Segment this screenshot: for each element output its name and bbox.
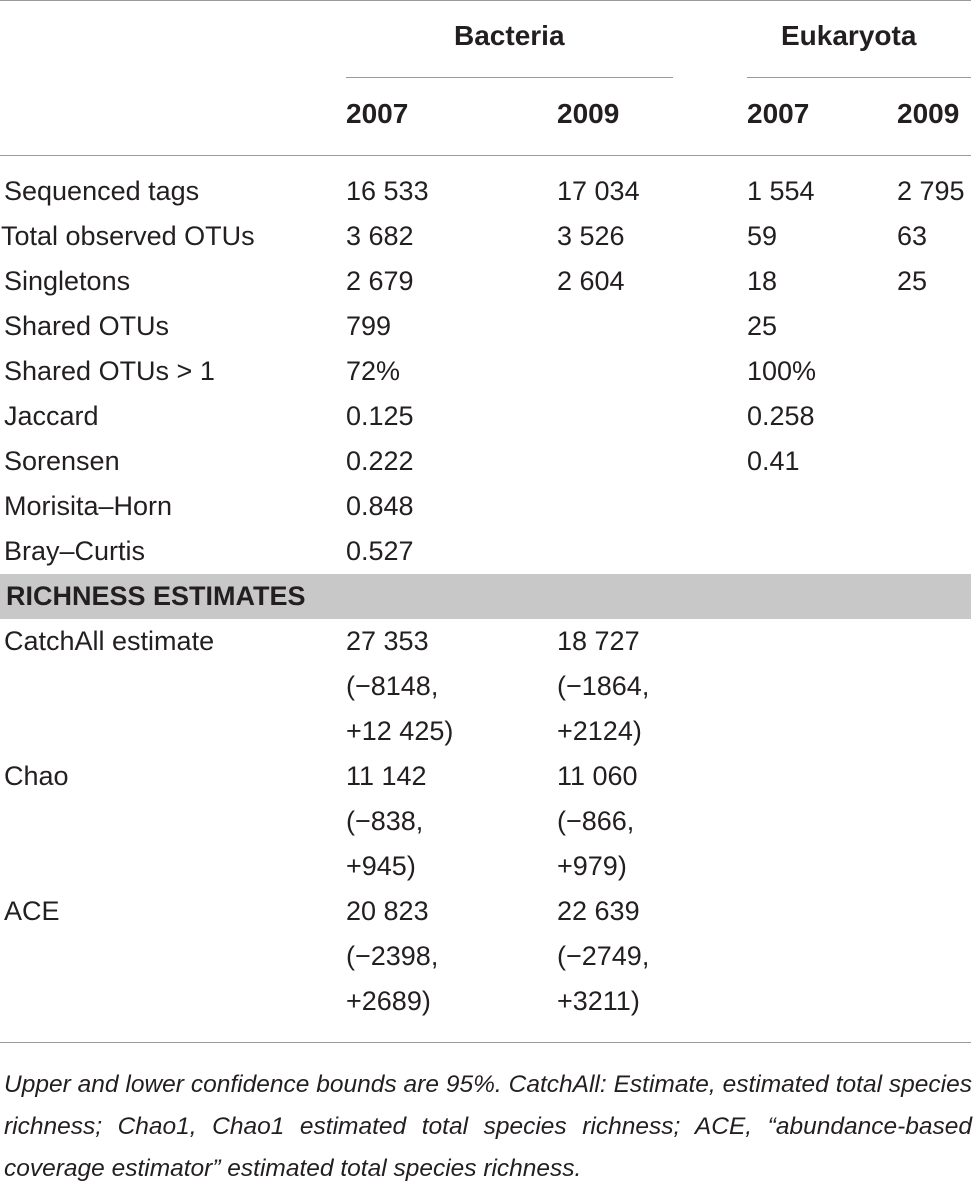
cell-eukaryota-2009: 25 xyxy=(897,266,928,296)
cell-bacteria-2009: 17 034 xyxy=(557,176,640,206)
cell-eukaryota-2009: 63 xyxy=(897,221,928,251)
group-header-eukaryota: Eukaryota xyxy=(781,20,917,51)
estimate-upper-bound: +3211) xyxy=(557,986,640,1016)
estimate-upper-bound: +2689) xyxy=(346,986,431,1016)
estimate-lower-bound: (−2398, xyxy=(346,941,439,971)
estimate-upper-bound: +2124) xyxy=(557,716,642,746)
cell-eukaryota-2007: 100% xyxy=(747,356,817,386)
section-band xyxy=(0,574,971,619)
year-header-bacteria-2009: 2009 xyxy=(557,98,620,129)
estimate-lower-bound: (−838, xyxy=(346,806,424,836)
cell-bacteria-2007: 0.125 xyxy=(346,401,414,431)
estimate-lower-bound: (−8148, xyxy=(346,671,439,701)
table-bottom-rule xyxy=(0,1042,971,1043)
cell-bacteria-2007: 0.222 xyxy=(346,446,414,476)
cell-eukaryota-2007: 0.258 xyxy=(747,401,815,431)
cell-bacteria-2009: 2 604 xyxy=(557,266,625,296)
top-rule xyxy=(0,0,971,1)
estimate-value: 18 727 xyxy=(557,626,640,656)
eukaryota-group-rule xyxy=(747,77,971,78)
group-header-bacteria: Bacteria xyxy=(454,20,565,51)
cell-eukaryota-2007: 18 xyxy=(747,266,778,296)
row-label: Shared OTUs > 1 xyxy=(4,356,215,386)
cell-eukaryota-2009: 2 795 xyxy=(897,176,965,206)
estimate-value: 11 060 xyxy=(557,761,638,791)
header-bottom-rule xyxy=(0,155,971,156)
row-label: Singletons xyxy=(4,266,131,296)
row-label: Chao xyxy=(4,761,69,791)
estimate-lower-bound: (−2749, xyxy=(557,941,650,971)
row-label: CatchAll estimate xyxy=(4,626,215,656)
row-label: Bray–Curtis xyxy=(4,536,146,566)
row-label: ACE xyxy=(4,896,60,926)
bacteria-group-rule xyxy=(346,77,673,78)
section-title: RICHNESS ESTIMATES xyxy=(6,581,306,611)
row-label: Shared OTUs xyxy=(4,311,170,341)
cell-bacteria-2007: 0.527 xyxy=(346,536,414,566)
cell-bacteria-2007: 0.848 xyxy=(346,491,414,521)
cell-eukaryota-2007: 1 554 xyxy=(747,176,815,206)
estimate-value: 22 639 xyxy=(557,896,640,926)
estimate-lower-bound: (−866, xyxy=(557,806,635,836)
estimate-upper-bound: +979) xyxy=(557,851,627,881)
year-header-eukaryota-2007: 2007 xyxy=(747,98,810,129)
cell-eukaryota-2007: 25 xyxy=(747,311,778,341)
table-footnote: Upper and lower confidence bounds are 95… xyxy=(4,1071,972,1182)
cell-bacteria-2007: 3 682 xyxy=(346,221,414,251)
cell-bacteria-2007: 16 533 xyxy=(346,176,429,206)
cell-bacteria-2007: 799 xyxy=(346,311,392,341)
year-header-bacteria-2007: 2007 xyxy=(346,98,409,129)
estimate-value: 27 353 xyxy=(346,626,429,656)
year-header-eukaryota-2009: 2009 xyxy=(897,98,960,129)
estimate-lower-bound: (−1864, xyxy=(557,671,650,701)
row-label: Total observed OTUs xyxy=(1,221,255,251)
row-label: Sequenced tags xyxy=(4,176,200,206)
estimate-value: 20 823 xyxy=(346,896,429,926)
row-label: Sorensen xyxy=(4,446,120,476)
row-label: Jaccard xyxy=(4,401,99,431)
cell-bacteria-2007: 72% xyxy=(346,356,401,386)
row-label: Morisita–Horn xyxy=(4,491,173,521)
estimate-upper-bound: +12 425) xyxy=(346,716,454,746)
estimate-value: 11 142 xyxy=(346,761,427,791)
estimate-upper-bound: +945) xyxy=(346,851,416,881)
cell-eukaryota-2007: 59 xyxy=(747,221,778,251)
cell-bacteria-2009: 3 526 xyxy=(557,221,625,251)
cell-bacteria-2007: 2 679 xyxy=(346,266,414,296)
cell-eukaryota-2007: 0.41 xyxy=(747,446,800,476)
